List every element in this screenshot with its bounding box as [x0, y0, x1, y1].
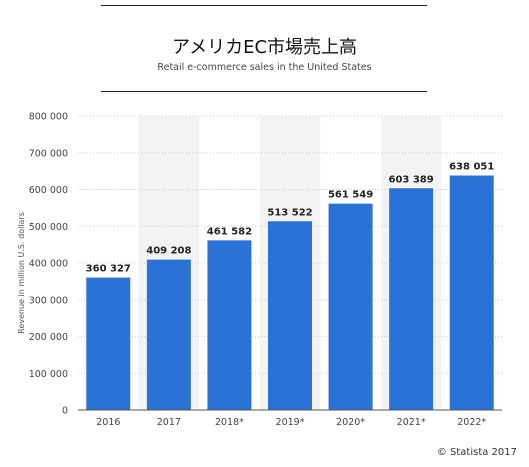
- value-label: 513 522: [267, 207, 312, 218]
- value-label: 638 051: [449, 162, 494, 173]
- y-tick-label: 600 000: [29, 185, 68, 196]
- value-label: 409 208: [146, 246, 191, 257]
- title-rule-bottom: [101, 91, 427, 92]
- y-tick-label: 700 000: [29, 148, 68, 159]
- y-tick-label: 500 000: [29, 222, 68, 233]
- y-axis-label: Revenue in million U.S. dollars: [17, 212, 26, 334]
- value-label: 561 549: [328, 190, 373, 201]
- title-rule-top: [101, 5, 427, 6]
- y-tick-label: 400 000: [29, 259, 68, 270]
- bar: [449, 175, 494, 410]
- value-labels: 360 327 409 208 461 582 513 522 561 549 603 3…: [86, 162, 495, 275]
- bar: [86, 277, 131, 410]
- value-label: 461 582: [207, 226, 252, 237]
- bar: [207, 240, 252, 410]
- value-label: 360 327: [86, 264, 131, 275]
- y-tick-label: 200 000: [29, 332, 68, 343]
- x-tick-label: 2021*: [397, 417, 426, 428]
- statista-credit: © Statista 2017: [436, 447, 517, 458]
- value-label: 603 389: [389, 174, 434, 185]
- x-tick-label: 2016: [96, 417, 120, 428]
- y-tick-label: 0: [62, 406, 68, 417]
- bar: [328, 203, 373, 410]
- chart-subtitle: Retail e-commerce sales in the United St…: [157, 62, 372, 73]
- x-tick-label: 2018*: [215, 417, 244, 428]
- bar: [146, 259, 191, 410]
- x-tick-label: 2020*: [336, 417, 365, 428]
- chart-title: アメリカEC市場売上高: [171, 37, 358, 58]
- y-tick-label: 300 000: [29, 295, 68, 306]
- x-tick-label: 2022*: [457, 417, 486, 428]
- x-tick-label: 2019*: [276, 417, 305, 428]
- bar: [389, 188, 434, 410]
- bar: [268, 221, 312, 410]
- x-tick-labels: 2016 2017 2018* 2019* 2020* 2021* 2022*: [96, 417, 486, 428]
- x-tick-label: 2017: [157, 417, 181, 428]
- y-tick-label: 100 000: [29, 369, 68, 380]
- y-tick-labels: 0 100 000 200 000 300 000 400 000 500 000 600 …: [29, 112, 68, 417]
- y-tick-label: 800 000: [29, 112, 68, 123]
- bars: [86, 175, 494, 410]
